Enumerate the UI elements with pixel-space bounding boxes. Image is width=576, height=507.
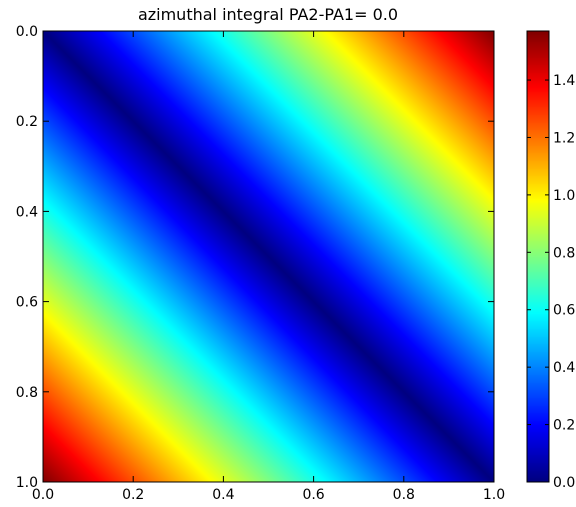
y-tick-label: 0.2 bbox=[16, 114, 38, 130]
colorbar-axis: 0.0 0.2 0.4 0.6 0.8 1.0 1.2 1.4 bbox=[527, 73, 575, 491]
colorbar-tick-label: 0.8 bbox=[553, 245, 575, 261]
y-tick-label: 0.6 bbox=[16, 295, 38, 311]
colorbar-tick-label: 0.2 bbox=[553, 418, 575, 434]
x-tick-label: 0.4 bbox=[212, 487, 234, 503]
x-axis: 0.0 0.2 0.4 0.6 0.8 1.0 bbox=[32, 31, 505, 503]
x-tick-label: 0.8 bbox=[393, 487, 415, 503]
x-tick-label: 0.2 bbox=[122, 487, 144, 503]
plot-frame bbox=[42, 30, 495, 483]
x-tick-label: 0.0 bbox=[32, 487, 54, 503]
colorbar-tick-label: 1.2 bbox=[553, 130, 575, 146]
x-tick-label: 1.0 bbox=[483, 487, 505, 503]
y-tick-label: 0.4 bbox=[16, 204, 38, 220]
colorbar-tick-label: 1.0 bbox=[553, 188, 575, 204]
y-tick-label: 1.0 bbox=[16, 475, 38, 491]
y-tick-label: 0.0 bbox=[16, 24, 38, 40]
x-tick-label: 0.6 bbox=[302, 487, 324, 503]
colorbar-gradient bbox=[527, 31, 549, 482]
colorbar-tick-label: 0.4 bbox=[553, 360, 575, 376]
y-axis: 0.0 0.2 0.4 0.6 0.8 1.0 bbox=[16, 24, 494, 491]
colorbar-frame bbox=[526, 30, 550, 483]
chart-title: azimuthal integral PA2-PA1= 0.0 bbox=[138, 5, 398, 24]
heatmap-image bbox=[43, 31, 494, 482]
y-tick-label: 0.8 bbox=[16, 385, 38, 401]
colorbar-tick-label: 0.0 bbox=[553, 475, 575, 491]
colorbar-tick-label: 0.6 bbox=[553, 303, 575, 319]
colorbar-tick-label: 1.4 bbox=[553, 73, 575, 89]
